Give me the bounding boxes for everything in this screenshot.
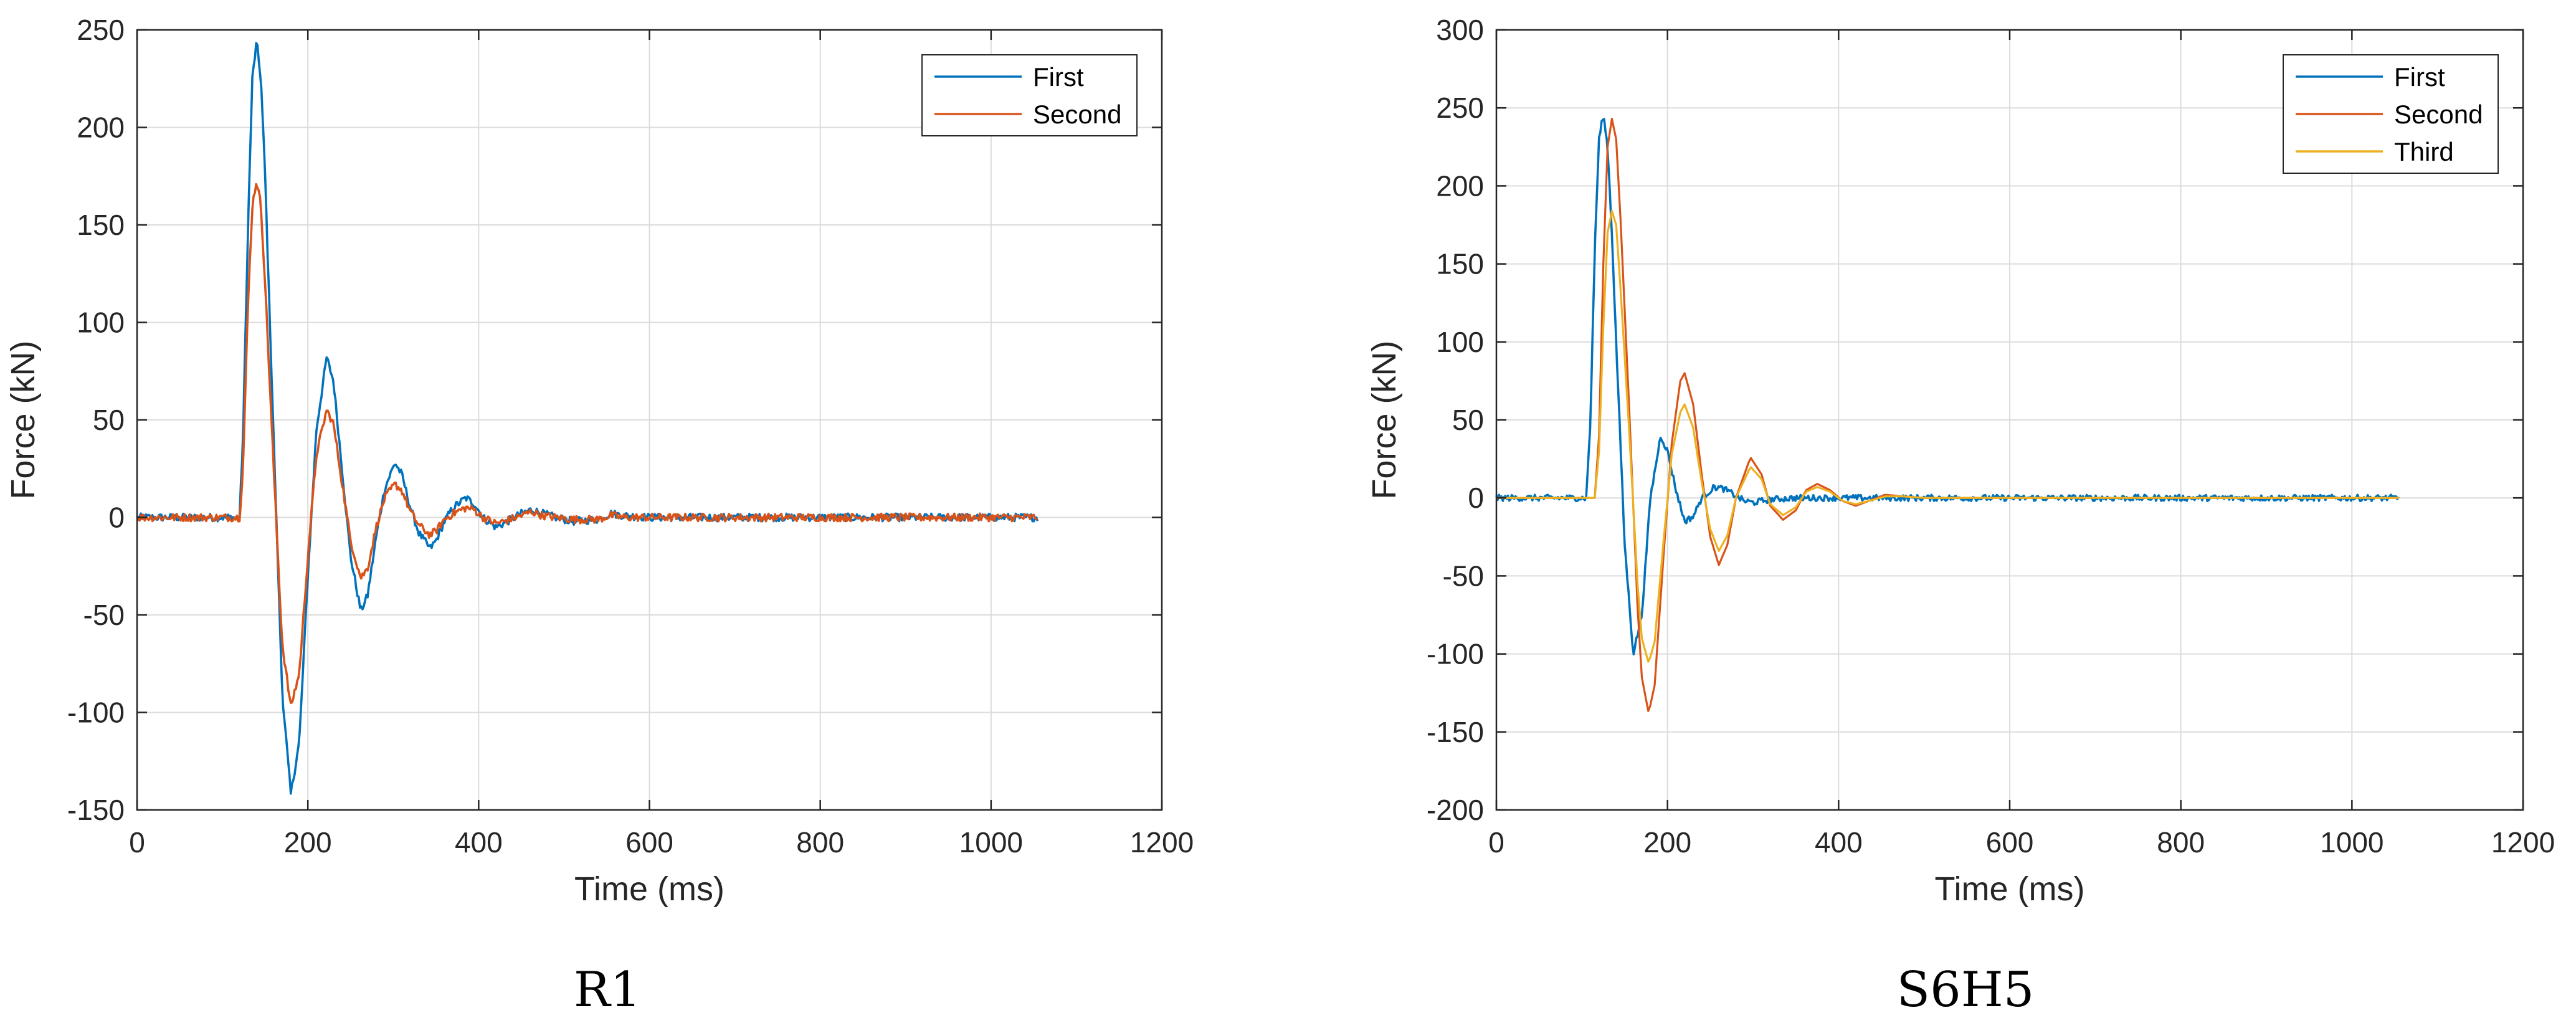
panel-caption: S6H5 — [1897, 962, 2035, 1018]
y-tick-label: -50 — [1443, 559, 1484, 592]
x-tick-label: 200 — [284, 826, 332, 859]
chart-panel-s6h5: 0 200 400 600 800 1000 1200 -200 -150 -100 -50 0 50 1… — [1366, 14, 2555, 1018]
y-axis-label: Force (kN) — [4, 341, 42, 500]
y-axis-label: Force (kN) — [1366, 341, 1403, 500]
legend: First Second Third — [2283, 54, 2499, 174]
y-tick-label: -100 — [67, 697, 125, 729]
y-tick-label: 150 — [77, 209, 125, 241]
legend-label-third: Third — [2394, 137, 2454, 166]
y-tick-label: 250 — [77, 14, 125, 46]
x-tick-label: 1200 — [1130, 826, 1194, 859]
x-tick-label: 1000 — [959, 826, 1023, 859]
x-tick-label: 800 — [2157, 826, 2205, 859]
y-tick-label: 100 — [77, 307, 125, 339]
x-axis-label: Time (ms) — [1935, 870, 2085, 908]
series-line-first — [1495, 118, 2400, 655]
y-tick-label: 150 — [1436, 248, 1484, 280]
x-tick-label: 200 — [1643, 826, 1691, 859]
x-tick-label: 1200 — [2491, 826, 2555, 859]
x-axis-label: Time (ms) — [574, 870, 725, 908]
y-tick-label: -200 — [1427, 794, 1484, 826]
series-group — [136, 42, 1039, 795]
y-tick-label: 250 — [1436, 92, 1484, 124]
legend-label-first: First — [1033, 62, 1084, 92]
x-tick-label: 0 — [129, 826, 145, 859]
x-tick-label: 0 — [1488, 826, 1504, 859]
panel-caption: R1 — [574, 962, 641, 1018]
legend-box — [921, 54, 1138, 136]
x-tick-label: 400 — [455, 826, 503, 859]
grid — [137, 30, 1162, 810]
series-line-third — [1496, 209, 2399, 663]
x-tick-label: 600 — [625, 826, 673, 859]
legend-label-first: First — [2394, 62, 2445, 92]
y-tick-label: 200 — [1436, 169, 1484, 202]
tick-marks — [1495, 29, 2524, 811]
legend: First Second — [921, 54, 1138, 136]
y-tick-label: -100 — [1427, 638, 1484, 670]
y-tick-label: 0 — [108, 502, 125, 534]
y-tick-label: 200 — [77, 112, 125, 144]
tick-marks — [136, 29, 1163, 811]
y-tick-label: 300 — [1436, 14, 1484, 46]
x-tick-label: 400 — [1815, 826, 1863, 859]
series-line-first — [136, 42, 1039, 795]
x-tick-label: 800 — [796, 826, 844, 859]
legend-label-second: Second — [1033, 100, 1121, 129]
x-tick-label: 1000 — [2320, 826, 2384, 859]
y-tick-label: -50 — [83, 599, 125, 631]
series-line-second — [136, 183, 1038, 704]
y-tick-label: 50 — [1452, 404, 1484, 436]
y-tick-label: -150 — [67, 794, 125, 826]
y-tick-label: 0 — [1468, 482, 1484, 514]
chart-panel-r1: 0 200 400 600 800 1000 1200 -150 -100 -50 0 50 100 15… — [4, 14, 1194, 1018]
y-tick-label: 50 — [93, 404, 125, 436]
y-tick-label: -150 — [1427, 716, 1484, 748]
legend-label-second: Second — [2394, 100, 2483, 129]
series-group — [1495, 118, 2400, 712]
y-tick-label: 100 — [1436, 326, 1484, 358]
x-tick-label: 600 — [1986, 826, 2034, 859]
